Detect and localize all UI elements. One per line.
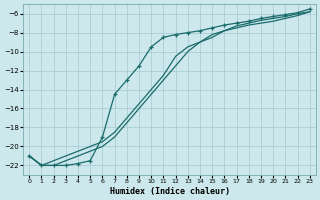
X-axis label: Humidex (Indice chaleur): Humidex (Indice chaleur) xyxy=(109,187,229,196)
